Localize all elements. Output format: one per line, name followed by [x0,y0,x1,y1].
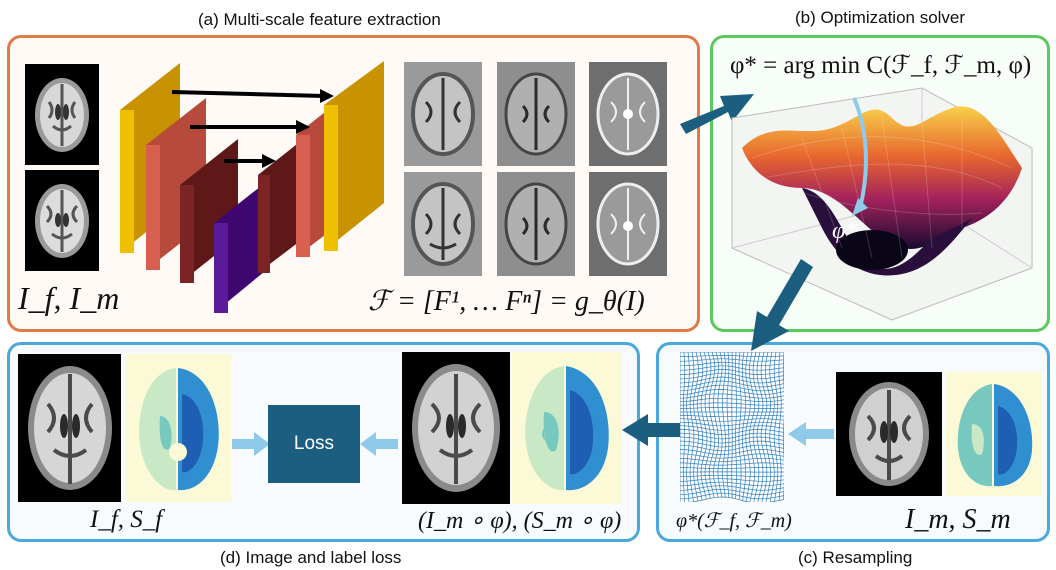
warped-label: (I_m ∘ φ), (S_m ∘ φ) [418,508,622,534]
fixed-image [18,354,121,502]
optimization-formula: φ* = arg min C(ℱ_f, ℱ_m, φ) [730,52,1032,79]
arrow-fixed-to-loss [232,432,270,456]
arrow-c-to-d [622,414,680,446]
deformation-label: φ*(ℱ_f, ℱ_m) [676,510,792,532]
arrow-a-to-b [680,94,754,134]
arrow-warped-to-loss [360,432,398,456]
arrow-moving-to-field [788,422,834,446]
moving-brain-image [25,170,99,271]
optimum-label: φ* [832,218,858,244]
cost-landscape-plot [731,87,1033,321]
arrow-b-to-c [751,259,813,351]
input-images-label: I_f, I_m [18,280,120,316]
loss-box: Loss [268,405,360,483]
feature-network [120,61,384,313]
panel-c-title: (c) Resampling [798,548,913,567]
moving-segmentation [946,372,1042,496]
feature-formula: ℱ = [F¹, … Fⁿ] = g_θ(I) [368,286,645,317]
panel-b-title: (b) Optimization solver [795,8,966,27]
deformation-field-grid [680,352,784,502]
feature-map-5 [497,172,575,276]
fixed-brain-image [25,64,99,165]
feature-map-3 [589,62,667,166]
fixed-label: I_f, S_f [90,506,163,533]
feature-map-2 [497,62,575,166]
panel-d-title: (d) Image and label loss [220,548,402,567]
moving-image [836,372,942,496]
feature-map-4 [404,172,482,276]
panel-a-title: (a) Multi-scale feature extraction [198,10,441,29]
decoder-block-1 [324,61,384,251]
feature-map-6 [589,172,667,276]
warped-image [402,352,510,504]
warped-segmentation [512,352,622,504]
moving-label: I_m, S_m [905,504,1011,535]
fixed-segmentation [126,354,231,502]
feature-map-1 [404,62,482,166]
